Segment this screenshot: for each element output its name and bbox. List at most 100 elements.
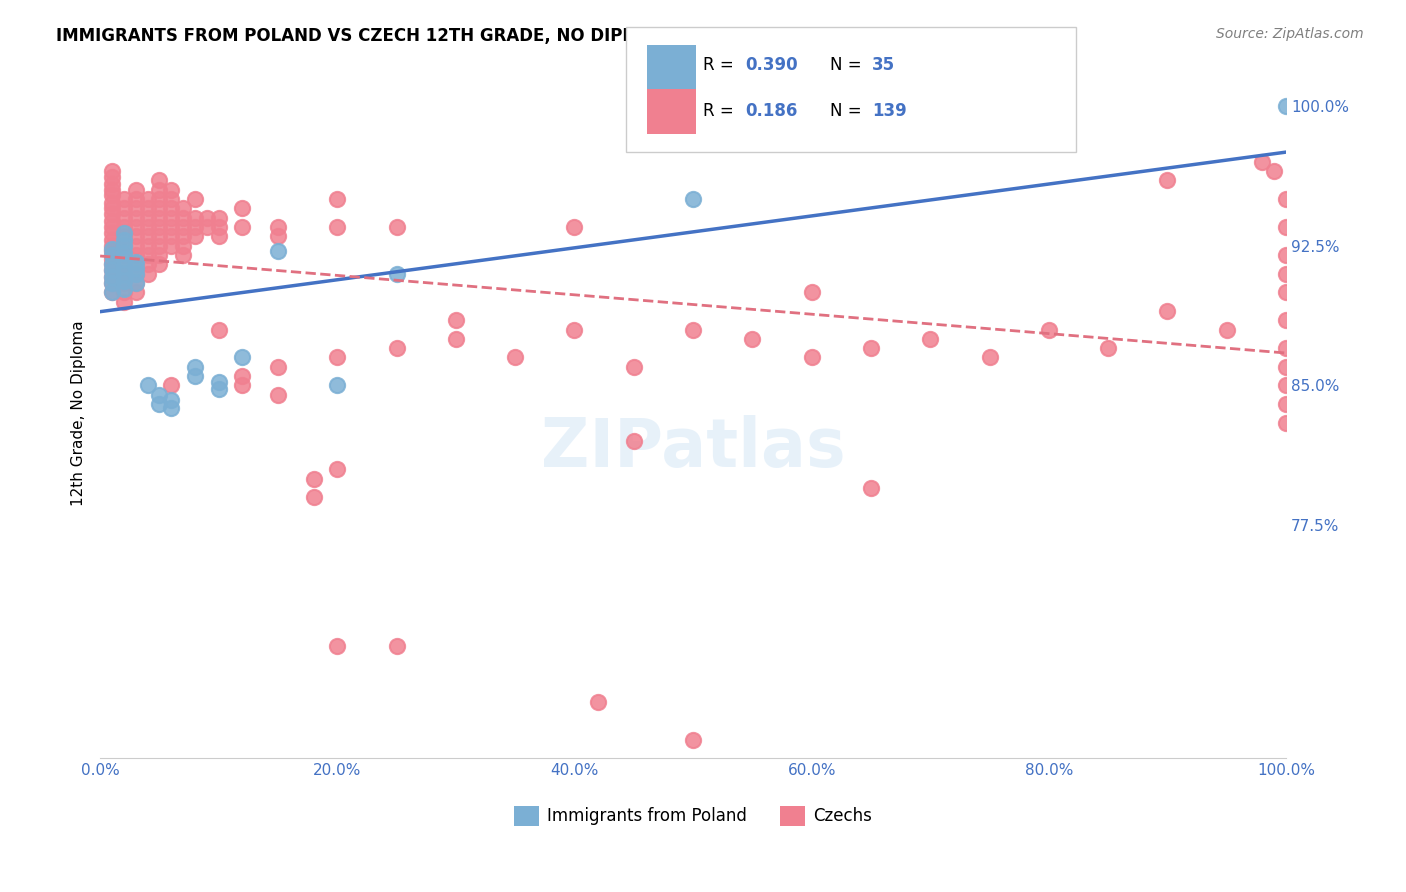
Czechs — [444, 313, 467, 327]
Immigrants from Poland — [267, 244, 290, 259]
Czechs — [800, 351, 823, 365]
Czechs — [208, 211, 231, 225]
Czechs — [682, 732, 704, 747]
Immigrants from Poland — [160, 401, 183, 415]
Immigrants from Poland — [112, 267, 135, 281]
Czechs — [136, 219, 159, 234]
Czechs — [172, 229, 194, 244]
Immigrants from Poland — [208, 375, 231, 389]
Czechs — [101, 233, 124, 247]
Immigrants from Poland — [101, 270, 124, 285]
Czechs — [1263, 164, 1285, 178]
Czechs — [148, 183, 170, 197]
Czechs — [112, 219, 135, 234]
Czechs — [859, 481, 882, 495]
Czechs — [112, 229, 135, 244]
Immigrants from Poland — [112, 274, 135, 288]
Text: N =: N = — [830, 55, 866, 73]
Immigrants from Poland — [112, 281, 135, 295]
Czechs — [101, 219, 124, 234]
Czechs — [741, 332, 763, 346]
Czechs — [1275, 192, 1298, 206]
Czechs — [148, 202, 170, 216]
Czechs — [503, 351, 526, 365]
Czechs — [184, 219, 207, 234]
Czechs — [125, 285, 148, 300]
Czechs — [231, 202, 253, 216]
Czechs — [112, 211, 135, 225]
Czechs — [1275, 397, 1298, 411]
Czechs — [101, 263, 124, 277]
Immigrants from Poland — [112, 252, 135, 266]
Czechs — [101, 244, 124, 259]
Czechs — [208, 229, 231, 244]
Immigrants from Poland — [148, 388, 170, 402]
Czechs — [136, 248, 159, 262]
Czechs — [101, 257, 124, 271]
Czechs — [195, 211, 218, 225]
Czechs — [195, 219, 218, 234]
Czechs — [1275, 341, 1298, 355]
Czechs — [586, 695, 609, 709]
Immigrants from Poland — [101, 257, 124, 271]
Czechs — [136, 211, 159, 225]
Czechs — [101, 202, 124, 216]
Czechs — [326, 351, 349, 365]
Czechs — [101, 177, 124, 191]
Immigrants from Poland — [101, 243, 124, 257]
Czechs — [148, 192, 170, 206]
Czechs — [112, 267, 135, 281]
Czechs — [172, 219, 194, 234]
Text: Source: ZipAtlas.com: Source: ZipAtlas.com — [1216, 27, 1364, 41]
Czechs — [160, 192, 183, 206]
Czechs — [920, 332, 942, 346]
Czechs — [326, 219, 349, 234]
Legend: Immigrants from Poland, Czechs: Immigrants from Poland, Czechs — [508, 799, 879, 833]
Czechs — [208, 322, 231, 336]
Czechs — [564, 219, 586, 234]
Czechs — [160, 183, 183, 197]
Text: 35: 35 — [872, 55, 894, 73]
Immigrants from Poland — [112, 238, 135, 252]
Czechs — [136, 229, 159, 244]
Czechs — [160, 211, 183, 225]
Immigrants from Poland — [101, 263, 124, 277]
Immigrants from Poland — [385, 267, 408, 281]
Czechs — [112, 238, 135, 252]
Czechs — [136, 238, 159, 252]
Czechs — [101, 214, 124, 228]
Czechs — [172, 211, 194, 225]
Text: N =: N = — [830, 102, 866, 120]
Czechs — [172, 248, 194, 262]
Text: 0.390: 0.390 — [745, 55, 797, 73]
Czechs — [125, 267, 148, 281]
Czechs — [125, 276, 148, 290]
Czechs — [267, 388, 290, 402]
Czechs — [125, 192, 148, 206]
Immigrants from Poland — [148, 397, 170, 411]
Czechs — [101, 195, 124, 210]
Immigrants from Poland — [208, 382, 231, 396]
Czechs — [148, 229, 170, 244]
Czechs — [859, 341, 882, 355]
Czechs — [326, 192, 349, 206]
Czechs — [125, 219, 148, 234]
Czechs — [148, 211, 170, 225]
Czechs — [326, 462, 349, 476]
Czechs — [101, 188, 124, 202]
Czechs — [136, 267, 159, 281]
Immigrants from Poland — [112, 226, 135, 240]
Czechs — [136, 202, 159, 216]
Immigrants from Poland — [125, 267, 148, 281]
Czechs — [101, 270, 124, 285]
Czechs — [231, 369, 253, 384]
Text: ZIPatlas: ZIPatlas — [541, 415, 845, 481]
Czechs — [148, 257, 170, 271]
Czechs — [208, 219, 231, 234]
Czechs — [385, 640, 408, 654]
Immigrants from Poland — [184, 369, 207, 384]
Czechs — [1275, 416, 1298, 430]
Czechs — [112, 285, 135, 300]
Immigrants from Poland — [326, 378, 349, 392]
Czechs — [148, 248, 170, 262]
